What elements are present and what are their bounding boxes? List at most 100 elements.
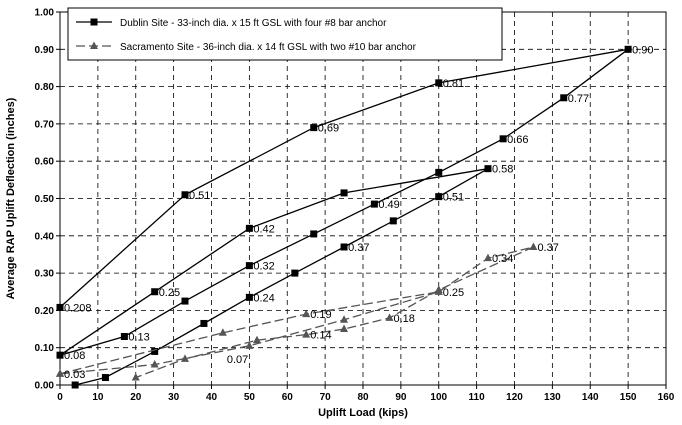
- x-tick-label: 130: [544, 392, 561, 403]
- annotation-layer: 0.208 0.51 0.69 0.81 0.90 0.77 0.66 0.58 0.51 0.4…: [64, 44, 654, 381]
- data-label: 0.81: [443, 78, 464, 90]
- y-tick-label: 0.30: [35, 269, 55, 280]
- y-tick-label: 0.80: [35, 82, 55, 93]
- dublin-data-point: [56, 351, 64, 359]
- data-label: 0.34: [492, 253, 513, 265]
- data-label: 0.90: [632, 44, 653, 56]
- x-tick-label: 70: [320, 392, 332, 403]
- dublin-data-point: [245, 293, 253, 301]
- x-tick-label: 10: [92, 392, 104, 403]
- sacramento-data-point: [302, 309, 311, 318]
- grid: [60, 12, 666, 385]
- x-axis-label: Uplift Load (kips): [318, 407, 408, 419]
- data-label: 0.24: [253, 292, 274, 304]
- x-tick-label: 0: [57, 392, 63, 403]
- dublin-data-point: [624, 45, 632, 53]
- sacramento-data-point: [483, 253, 492, 262]
- data-label: 0.03: [64, 369, 85, 381]
- data-label: 0.19: [310, 309, 331, 321]
- dublin-data-point: [245, 224, 253, 232]
- dublin-data-point: [484, 165, 492, 173]
- dublin-data-point: [291, 269, 299, 277]
- dublin-data-point: [499, 135, 507, 143]
- dublin-data-point: [71, 381, 79, 389]
- data-label: 0.07: [227, 354, 248, 366]
- dublin-data-point: [340, 189, 348, 197]
- data-label: 0.42: [253, 223, 274, 235]
- x-tick-label: 50: [244, 392, 256, 403]
- y-tick-label: 0.50: [35, 194, 55, 205]
- sacramento-data-point: [340, 315, 349, 323]
- data-label: 0.25: [159, 287, 180, 299]
- y-axis-label: Average RAP Uplift Deflection (inches): [5, 97, 17, 299]
- data-label: 0.208: [64, 302, 92, 314]
- sacramento-data-point: [252, 335, 261, 344]
- x-tick-label: 110: [469, 392, 486, 403]
- x-tick-label: 20: [130, 392, 142, 403]
- dublin-data-point: [151, 288, 159, 296]
- sacramento-data-point: [385, 313, 394, 321]
- legend-label-dublin: Dublin Site - 33-inch dia. x 15 ft GSL w…: [120, 18, 387, 29]
- data-label: 0.14: [310, 330, 331, 342]
- sacramento-data-point: [340, 324, 349, 333]
- dublin-data-point: [310, 230, 318, 238]
- legend-label-sacramento: Sacramento Site - 36-inch dia. x 14 ft G…: [120, 42, 417, 53]
- series-layer: [56, 45, 632, 389]
- dublin-data-point: [435, 168, 443, 176]
- x-tick-label: 140: [582, 392, 599, 403]
- data-label: 0.77: [568, 93, 589, 105]
- x-tick-label: 150: [620, 392, 637, 403]
- data-label: 0.69: [318, 123, 339, 135]
- sacramento-data-point: [218, 328, 227, 336]
- dublin-series-line: [75, 168, 489, 386]
- data-label: 0.51: [443, 192, 464, 204]
- dublin-data-point: [310, 124, 318, 132]
- dublin-data-point: [389, 217, 397, 225]
- dublin-series-line: [59, 48, 629, 356]
- sacramento-data-point: [302, 330, 311, 338]
- dublin-data-point: [181, 191, 189, 199]
- dublin-data-point: [101, 374, 109, 382]
- sacramento-series-line: [59, 246, 534, 375]
- data-label: 0.49: [378, 199, 399, 211]
- dublin-data-point: [560, 94, 568, 102]
- x-tick-label: 160: [658, 392, 675, 403]
- dublin-data-point: [435, 193, 443, 201]
- sacramento-data-point: [56, 369, 64, 377]
- sacramento-data-point: [434, 287, 443, 295]
- dublin-data-point: [56, 303, 64, 311]
- y-tick-label: 0.20: [35, 306, 55, 317]
- x-tick-label: 100: [430, 392, 447, 403]
- dublin-data-point: [370, 200, 378, 208]
- y-tick-label: 0.70: [35, 119, 55, 130]
- dublin-data-point: [340, 243, 348, 251]
- sacramento-data-point: [150, 359, 159, 368]
- data-label: 0.58: [492, 164, 513, 176]
- legend-marker-square: [90, 18, 98, 26]
- sacramento-data-point: [245, 341, 254, 349]
- legend-marker-triangle: [90, 41, 98, 49]
- y-tick-label: 0.10: [35, 343, 55, 354]
- data-label: 0.32: [253, 261, 274, 273]
- legend: Dublin Site - 33-inch dia. x 15 ft GSL w…: [67, 7, 503, 61]
- legend-box: [67, 7, 503, 61]
- sacramento-data-point: [131, 373, 140, 381]
- sacramento-data-point: [180, 354, 189, 362]
- data-label: 0.18: [394, 313, 415, 325]
- y-tick-label: 0.00: [35, 381, 55, 392]
- dublin-data-point: [120, 333, 128, 341]
- y-tick-label: 0.90: [35, 45, 55, 56]
- data-label: 0.25: [443, 287, 464, 299]
- dublin-data-point: [435, 79, 443, 87]
- data-label: 0.37: [537, 242, 558, 254]
- dublin-data-point: [200, 319, 208, 327]
- data-label: 0.08: [64, 350, 85, 362]
- data-label: 0.66: [507, 134, 528, 146]
- dublin-data-point: [181, 297, 189, 305]
- y-tick-label: 0.60: [35, 157, 55, 168]
- data-label: 0.13: [128, 332, 149, 344]
- x-tick-label: 30: [168, 392, 180, 403]
- dublin-data-point: [151, 347, 159, 355]
